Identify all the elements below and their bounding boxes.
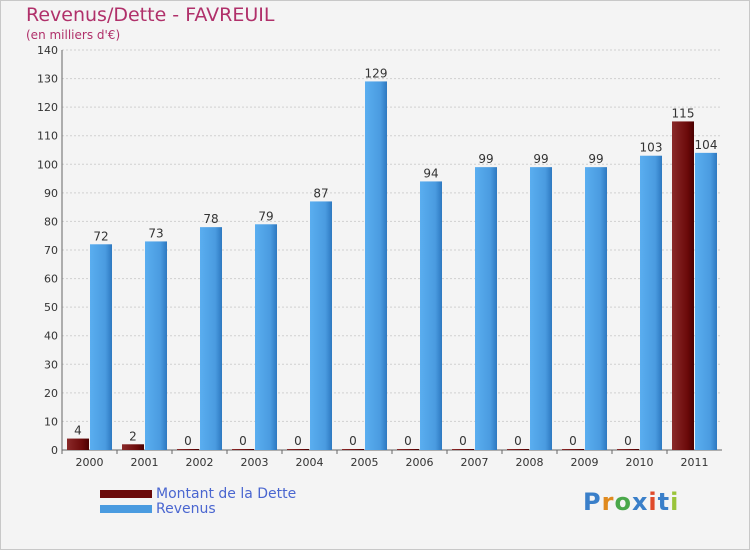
x-tick-label: 2010 <box>626 456 654 469</box>
x-tick-label: 2001 <box>131 456 159 469</box>
y-tick-label: 130 <box>37 73 58 86</box>
bar-revenus <box>420 181 442 450</box>
x-tick-label: 2011 <box>681 456 709 469</box>
bar-debt-label: 2 <box>129 429 137 443</box>
logo-letter: r <box>601 488 615 516</box>
bar-debt-label: 0 <box>459 434 467 448</box>
bar-revenus <box>145 241 167 450</box>
logo-letter: i <box>670 488 680 516</box>
y-tick-label: 0 <box>51 444 58 457</box>
bar-revenus <box>530 167 552 450</box>
x-tick-label: 2005 <box>351 456 379 469</box>
x-tick-label: 2004 <box>296 456 324 469</box>
bar-debt <box>397 449 419 450</box>
bar-revenus <box>585 167 607 450</box>
bar-revenus-label: 94 <box>423 166 438 180</box>
legend-swatch-debt <box>100 490 152 498</box>
y-tick-label: 20 <box>44 387 58 400</box>
bar-revenus <box>310 201 332 450</box>
bar-revenus <box>475 167 497 450</box>
y-tick-label: 120 <box>37 101 58 114</box>
logo-letter: t <box>657 488 671 516</box>
y-tick-label: 100 <box>37 158 58 171</box>
bar-debt-label: 0 <box>239 434 247 448</box>
x-tick-label: 2002 <box>186 456 214 469</box>
bar-debt <box>342 449 364 450</box>
chart-title: Revenus/Dette - FAVREUIL <box>26 4 275 26</box>
proxiti-logo: Proxiti <box>583 488 679 516</box>
bar-debt-label: 0 <box>294 434 302 448</box>
bar-debt <box>452 449 474 450</box>
bar-revenus-label: 78 <box>203 212 218 226</box>
y-tick-label: 90 <box>44 187 58 200</box>
bar-debt <box>232 449 254 450</box>
bar-debt-label: 0 <box>569 434 577 448</box>
y-tick-label: 10 <box>44 415 58 428</box>
bar-revenus <box>200 227 222 450</box>
bar-revenus-label: 103 <box>640 141 663 155</box>
bar-revenus <box>695 152 717 450</box>
bar-debt <box>507 449 529 450</box>
bar-debt <box>672 121 694 450</box>
bar-revenus-label: 99 <box>478 152 493 166</box>
y-tick-label: 80 <box>44 215 58 228</box>
bar-debt-label: 0 <box>404 434 412 448</box>
bar-revenus-label: 99 <box>533 152 548 166</box>
y-tick-label: 70 <box>44 244 58 257</box>
x-tick-label: 2007 <box>461 456 489 469</box>
bar-debt-label: 0 <box>514 434 522 448</box>
logo-letter: i <box>648 488 658 516</box>
legend-swatch-revenus <box>100 505 152 513</box>
bar-revenus <box>90 244 112 450</box>
bar-debt <box>122 444 144 450</box>
logo-letter: P <box>583 488 602 516</box>
bar-debt <box>617 449 639 450</box>
bar-debt-label: 0 <box>624 434 632 448</box>
y-tick-label: 50 <box>44 301 58 314</box>
x-tick-label: 2003 <box>241 456 269 469</box>
y-tick-label: 30 <box>44 358 58 371</box>
x-tick-label: 2008 <box>516 456 544 469</box>
bar-debt <box>287 449 309 450</box>
bar-debt-label: 0 <box>184 434 192 448</box>
bar-revenus-label: 73 <box>148 226 163 240</box>
bar-revenus <box>640 155 662 450</box>
bar-debt <box>177 449 199 450</box>
x-tick-label: 2000 <box>76 456 104 469</box>
legend-label-debt: Montant de la Dette <box>156 486 297 502</box>
bar-revenus-label: 104 <box>695 138 718 152</box>
y-tick-label: 140 <box>37 44 58 57</box>
bar-debt-label: 4 <box>74 424 82 438</box>
y-tick-label: 110 <box>37 130 58 143</box>
chart-subtitle: (en milliers d'€) <box>26 28 121 42</box>
bar-revenus-label: 72 <box>93 229 108 243</box>
bar-debt <box>562 449 584 450</box>
bar-revenus-label: 129 <box>365 66 388 80</box>
bar-revenus-label: 99 <box>588 152 603 166</box>
legend-label-revenus: Revenus <box>156 501 216 517</box>
y-tick-label: 60 <box>44 273 58 286</box>
logo-letter: x <box>631 488 649 516</box>
bar-debt <box>67 438 89 450</box>
x-tick-label: 2006 <box>406 456 434 469</box>
bar-debt-label: 0 <box>349 434 357 448</box>
y-tick-label: 40 <box>44 330 58 343</box>
bar-debt-label: 115 <box>672 106 695 120</box>
bar-revenus <box>365 81 387 450</box>
logo-letter: o <box>614 488 632 516</box>
bar-revenus-label: 79 <box>258 209 273 223</box>
bar-revenus <box>255 224 277 450</box>
x-tick-label: 2009 <box>571 456 599 469</box>
bar-revenus-label: 87 <box>313 186 328 200</box>
